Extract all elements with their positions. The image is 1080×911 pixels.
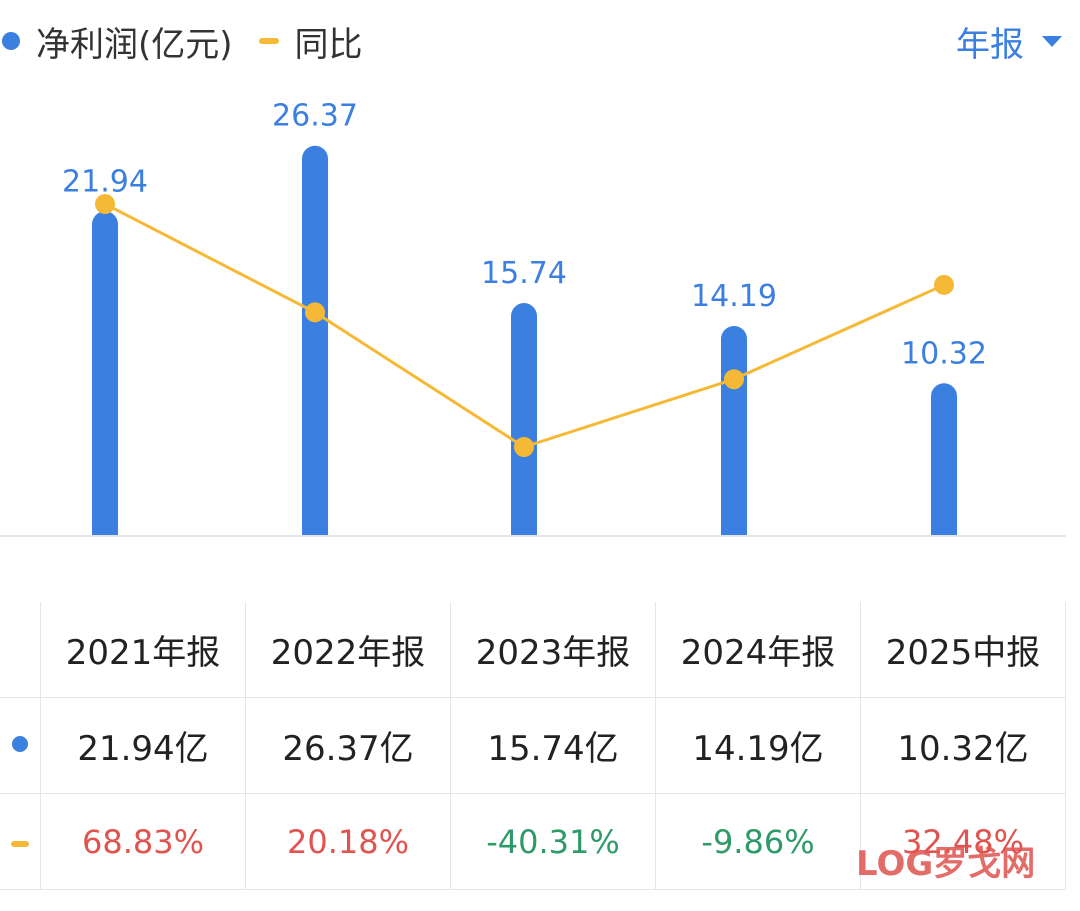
profit-row-marker [0,697,41,794]
yoy-cell: 32.48% [860,793,1066,890]
yoy-cell: -9.86% [655,793,861,890]
profit-bar [92,211,118,549]
profit-bar [302,145,328,549]
yoy-cell: 68.83% [40,793,246,890]
table-header-cell: 2021年报 [40,602,246,698]
profit-row: 21.94亿 26.37亿 15.74亿 14.19亿 10.32亿 [0,697,1066,794]
baseline-mask [0,536,1066,550]
period-selector[interactable]: 年报 [956,18,1062,65]
yoy-cell: 20.18% [245,793,451,890]
profit-cell: 15.74亿 [450,697,656,794]
watermark-logo: LOG罗戈网 [856,836,1035,885]
profit-cell: 21.94亿 [40,697,246,794]
bar-value-label: 14.19 [691,279,777,314]
yoy-point [514,437,534,457]
yoy-point [934,274,954,295]
header-blank-cell [0,602,41,698]
data-table: 2021年报 2022年报 2023年报 2024年报 2025中报 21.94… [0,602,1066,890]
profit-cell: 14.19亿 [655,697,861,794]
yoy-row: 68.83% 20.18% -40.31% -9.86% 32.48% [0,793,1066,890]
yoy-point [95,194,115,214]
profit-cell: 10.32亿 [860,697,1066,794]
watermark-text: LOG罗戈网 [856,844,1036,884]
profit-bar [721,325,747,549]
profit-legend-label: 净利润(亿元) [36,24,233,65]
table-header-cell: 2025中报 [860,602,1066,698]
profit-bar [931,383,957,549]
yoy-point [305,302,325,323]
yoy-cell: -40.31% [450,793,656,890]
chart-legend: 净利润(亿元) 同比 [0,18,363,65]
table-header-cell: 2024年报 [655,602,861,698]
yoy-legend-dash-icon [258,38,279,44]
yoy-row-marker [0,793,41,890]
table-header-row: 2021年报 2022年报 2023年报 2024年报 2025中报 [0,602,1066,698]
yoy-legend-label: 同比 [294,24,363,65]
profit-legend-dot-icon [2,32,20,50]
yoy-point [724,369,744,390]
profit-bar [511,303,537,549]
bar-value-label: 21.94 [62,164,148,199]
profit-cell: 26.37亿 [245,697,451,794]
profit-chart: 21.94 26.37 15.74 14.19 10.32 [0,99,1066,550]
yoy-dash-icon [11,841,29,847]
profit-dot-icon [12,735,28,752]
bar-value-label: 26.37 [272,99,358,134]
bar-value-label: 10.32 [901,336,987,371]
caret-down-icon [1042,35,1062,47]
table-header-cell: 2022年报 [245,602,451,698]
table-header-cell: 2023年报 [450,602,656,698]
bar-value-label: 15.74 [481,256,567,291]
period-selector-label: 年报 [956,24,1024,65]
